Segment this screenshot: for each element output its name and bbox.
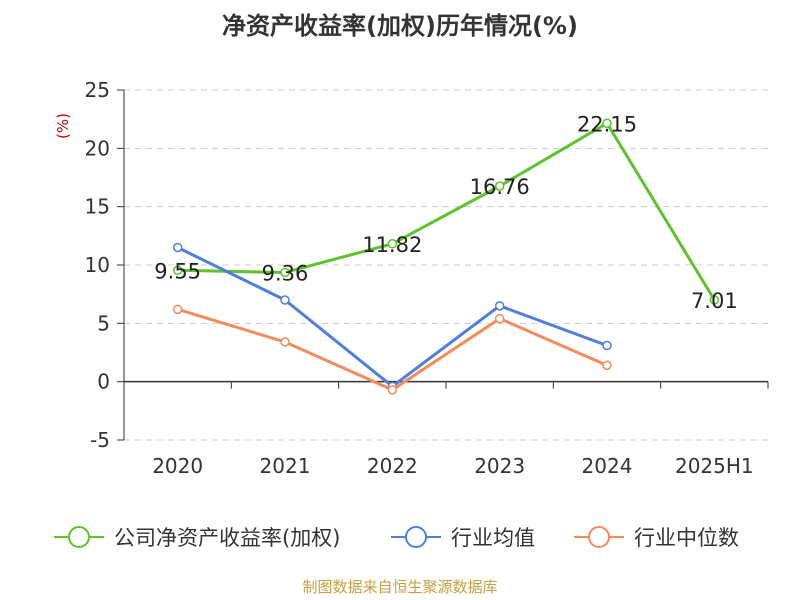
point-s1-2021 (280, 295, 290, 305)
y-tick-label-10: 10 (85, 253, 110, 277)
point-s0-2020 (172, 265, 183, 275)
point-s2-2023 (494, 313, 505, 324)
series-line-1 (177, 246, 608, 388)
data-label-2021: 9.36 (262, 261, 309, 285)
data-labels: 9.55 9.36 11.82 16.76 22.15 7.01 (154, 112, 737, 313)
x-tick-label-2025H1: 2025H1 (675, 454, 754, 478)
legend-label-0: 公司净资产收益率(加权) (114, 526, 340, 550)
point-s1-2020 (172, 242, 183, 253)
legend-marker-2 (588, 526, 610, 548)
point-s2-2020 (172, 304, 183, 315)
x-tick-label-2023: 2023 (474, 454, 525, 478)
point-s0-2025H1 (709, 295, 720, 305)
chart-title: 净资产收益率(加权)历年情况(%) (222, 12, 578, 40)
y-tick-label--5: -5 (90, 428, 110, 452)
y-tick-label-25: 25 (85, 78, 110, 102)
y-tick-label-5: 5 (97, 311, 110, 335)
series-line-0 (177, 121, 716, 301)
data-label-2022: 11.82 (362, 233, 422, 257)
point-s0-2021 (280, 267, 290, 278)
point-s2-2021 (280, 337, 290, 347)
legend-item-1: 行业均值 (391, 526, 535, 550)
data-label-2025H1: 7.01 (691, 289, 738, 313)
legend-marker-0 (68, 526, 90, 548)
data-label-2024: 22.15 (577, 112, 637, 136)
x-tick-labels: 2020 2021 2022 2023 2024 2025H1 (152, 454, 753, 478)
legend-item-0: 公司净资产收益率(加权) (54, 526, 340, 550)
data-label-2020: 9.55 (154, 259, 201, 283)
legend-label-2: 行业中位数 (634, 526, 739, 550)
series-group (172, 118, 720, 395)
legend: 公司净资产收益率(加权) 行业均值 行业中位数 (54, 526, 739, 550)
y-axis-unit: (%) (54, 113, 72, 139)
data-label-2023: 16.76 (470, 175, 530, 199)
y-tick-labels: -5 0 5 10 15 20 25 (85, 78, 110, 452)
x-tick-label-2022: 2022 (367, 454, 418, 478)
point-s0-2023 (494, 181, 505, 191)
x-tick-label-2024: 2024 (582, 454, 633, 478)
point-s0-2024 (602, 118, 612, 128)
x-tick-label-2020: 2020 (152, 454, 203, 478)
y-tick-label-15: 15 (85, 195, 110, 219)
x-tick-label-2021: 2021 (260, 454, 311, 478)
source-note: 制图数据来自恒生聚源数据库 (302, 578, 497, 596)
point-s1-2023 (494, 301, 505, 311)
legend-item-2: 行业中位数 (574, 526, 739, 550)
legend-marker-1 (405, 526, 427, 548)
point-s1-2024 (602, 340, 612, 351)
point-s2-2024 (602, 360, 612, 371)
axes (117, 89, 769, 441)
y-tick-label-0: 0 (97, 370, 110, 394)
y-tick-label-20: 20 (85, 136, 110, 160)
gridlines (124, 89, 768, 441)
legend-label-1: 行业均值 (451, 526, 535, 550)
point-s2-2022 (387, 385, 398, 395)
point-s0-2022 (387, 239, 398, 249)
